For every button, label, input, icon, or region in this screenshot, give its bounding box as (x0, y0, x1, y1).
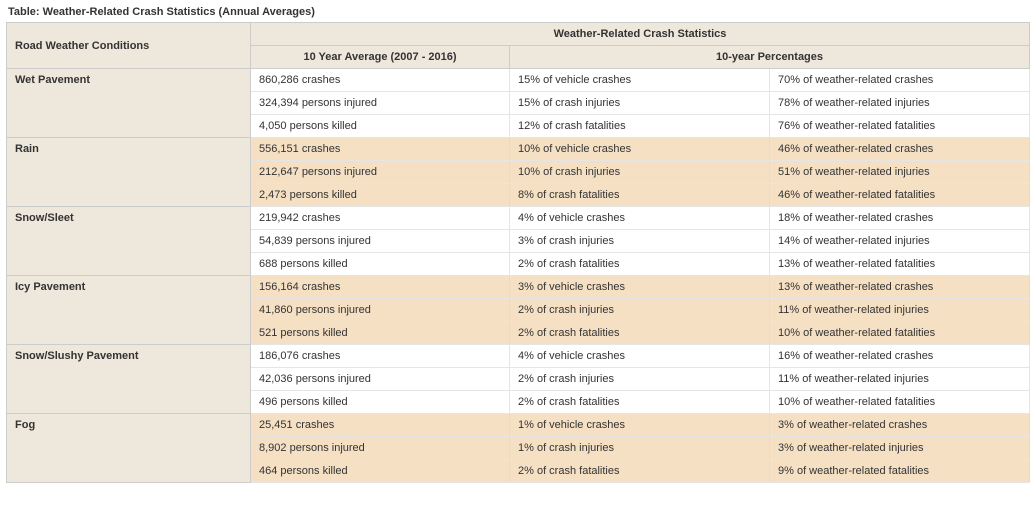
condition-cell: Icy Pavement (7, 276, 251, 345)
avg-cell: 521 persons killed (251, 322, 510, 345)
pct-weather-cell: 46% of weather-related crashes (770, 138, 1030, 161)
avg-cell: 42,036 persons injured (251, 368, 510, 391)
pct-weather-cell: 10% of weather-related fatalities (770, 322, 1030, 345)
table-row: Snow/Sleet219,942 crashes4% of vehicle c… (7, 207, 1030, 230)
condition-cell: Rain (7, 138, 251, 207)
condition-cell: Wet Pavement (7, 69, 251, 138)
pct-weather-cell: 11% of weather-related injuries (770, 299, 1030, 322)
avg-cell: 186,076 crashes (251, 345, 510, 368)
avg-cell: 556,151 crashes (251, 138, 510, 161)
avg-cell: 688 persons killed (251, 253, 510, 276)
pct-weather-cell: 51% of weather-related injuries (770, 161, 1030, 184)
pct-weather-cell: 14% of weather-related injuries (770, 230, 1030, 253)
pct-vehicle-cell: 3% of crash injuries (510, 230, 770, 253)
table-row: Wet Pavement860,286 crashes15% of vehicl… (7, 69, 1030, 92)
avg-cell: 41,860 persons injured (251, 299, 510, 322)
pct-vehicle-cell: 2% of crash injuries (510, 368, 770, 391)
pct-weather-cell: 18% of weather-related crashes (770, 207, 1030, 230)
pct-weather-cell: 11% of weather-related injuries (770, 368, 1030, 391)
pct-weather-cell: 3% of weather-related injuries (770, 437, 1030, 460)
condition-cell: Snow/Sleet (7, 207, 251, 276)
avg-cell: 8,902 persons injured (251, 437, 510, 460)
avg-cell: 25,451 crashes (251, 414, 510, 437)
avg-cell: 2,473 persons killed (251, 184, 510, 207)
pct-vehicle-cell: 1% of vehicle crashes (510, 414, 770, 437)
avg-cell: 324,394 persons injured (251, 92, 510, 115)
table-row: Rain556,151 crashes10% of vehicle crashe… (7, 138, 1030, 161)
avg-cell: 156,164 crashes (251, 276, 510, 299)
pct-weather-cell: 13% of weather-related crashes (770, 276, 1030, 299)
pct-weather-cell: 78% of weather-related injuries (770, 92, 1030, 115)
pct-weather-cell: 10% of weather-related fatalities (770, 391, 1030, 414)
condition-cell: Fog (7, 414, 251, 483)
pct-vehicle-cell: 1% of crash injuries (510, 437, 770, 460)
pct-vehicle-cell: 3% of vehicle crashes (510, 276, 770, 299)
avg-cell: 860,286 crashes (251, 69, 510, 92)
pct-vehicle-cell: 10% of crash injuries (510, 161, 770, 184)
pct-vehicle-cell: 12% of crash fatalities (510, 115, 770, 138)
pct-vehicle-cell: 2% of crash injuries (510, 299, 770, 322)
pct-vehicle-cell: 4% of vehicle crashes (510, 207, 770, 230)
pct-weather-cell: 70% of weather-related crashes (770, 69, 1030, 92)
pct-weather-cell: 46% of weather-related fatalities (770, 184, 1030, 207)
pct-vehicle-cell: 2% of crash fatalities (510, 460, 770, 483)
avg-cell: 219,942 crashes (251, 207, 510, 230)
pct-weather-cell: 76% of weather-related fatalities (770, 115, 1030, 138)
pct-weather-cell: 9% of weather-related fatalities (770, 460, 1030, 483)
avg-cell: 54,839 persons injured (251, 230, 510, 253)
table-row: Icy Pavement156,164 crashes3% of vehicle… (7, 276, 1030, 299)
pct-vehicle-cell: 15% of crash injuries (510, 92, 770, 115)
pct-weather-cell: 13% of weather-related fatalities (770, 253, 1030, 276)
pct-vehicle-cell: 2% of crash fatalities (510, 253, 770, 276)
table-row: Snow/Slushy Pavement186,076 crashes4% of… (7, 345, 1030, 368)
table-title: Table: Weather-Related Crash Statistics … (8, 6, 1029, 18)
pct-weather-cell: 16% of weather-related crashes (770, 345, 1030, 368)
pct-vehicle-cell: 15% of vehicle crashes (510, 69, 770, 92)
avg-cell: 212,647 persons injured (251, 161, 510, 184)
crash-stats-table: Road Weather Conditions Weather-Related … (6, 22, 1030, 483)
col-condition-header: Road Weather Conditions (7, 23, 251, 69)
avg-cell: 496 persons killed (251, 391, 510, 414)
col-super-header: Weather-Related Crash Statistics (251, 23, 1030, 46)
col-avg-header: 10 Year Average (2007 - 2016) (251, 46, 510, 69)
condition-cell: Snow/Slushy Pavement (7, 345, 251, 414)
pct-vehicle-cell: 10% of vehicle crashes (510, 138, 770, 161)
pct-vehicle-cell: 2% of crash fatalities (510, 322, 770, 345)
pct-vehicle-cell: 8% of crash fatalities (510, 184, 770, 207)
col-pct-header: 10-year Percentages (510, 46, 1030, 69)
avg-cell: 464 persons killed (251, 460, 510, 483)
pct-vehicle-cell: 4% of vehicle crashes (510, 345, 770, 368)
pct-vehicle-cell: 2% of crash fatalities (510, 391, 770, 414)
table-row: Fog25,451 crashes1% of vehicle crashes3%… (7, 414, 1030, 437)
avg-cell: 4,050 persons killed (251, 115, 510, 138)
pct-weather-cell: 3% of weather-related crashes (770, 414, 1030, 437)
